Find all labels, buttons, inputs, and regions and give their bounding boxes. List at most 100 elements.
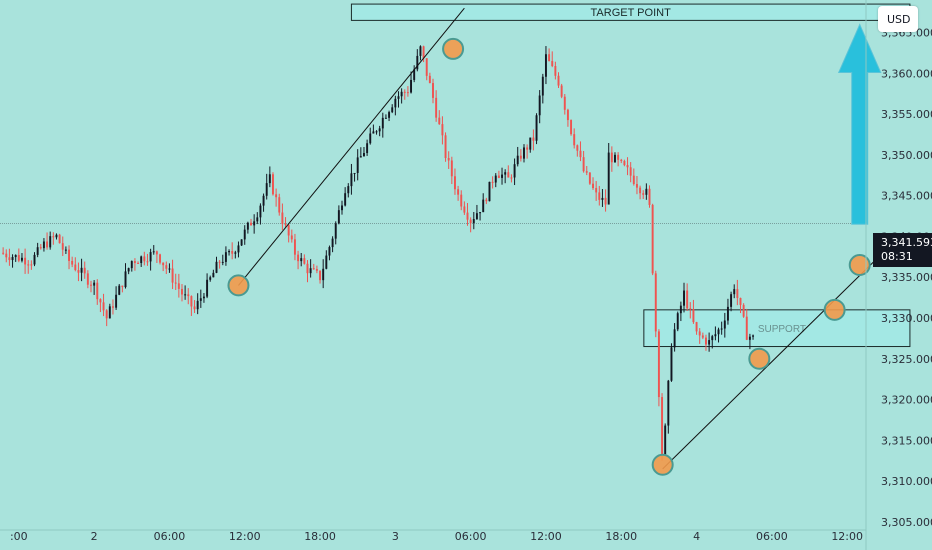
- candle-body: [739, 297, 742, 305]
- currency-button[interactable]: USD: [878, 6, 918, 32]
- candle-body: [284, 224, 287, 226]
- candle-body: [231, 251, 234, 254]
- candle-body: [127, 268, 130, 272]
- x-tick-label: 2: [91, 530, 98, 543]
- candle-body: [17, 255, 20, 261]
- candle-body: [140, 256, 143, 264]
- candle-body: [118, 285, 121, 295]
- candle-body: [312, 268, 315, 270]
- candle-body: [607, 152, 610, 205]
- x-axis[interactable]: :00 2 06:00 12:00 18:00 3 06:00 12:00 18:00 4 06:0…: [0, 529, 866, 543]
- candle-body: [450, 160, 453, 177]
- candle-body: [293, 239, 296, 255]
- candle-body: [453, 176, 456, 190]
- candle-body: [174, 282, 177, 284]
- candle-body: [334, 223, 337, 239]
- swing-marker: [848, 254, 871, 276]
- candle-body: [325, 255, 328, 269]
- candle-body: [52, 236, 55, 238]
- support-zone-label: SUPPORT: [758, 324, 806, 335]
- candle-body: [551, 61, 554, 67]
- candle-body: [752, 335, 755, 337]
- candle-body: [670, 347, 673, 381]
- candle-body: [83, 267, 86, 274]
- candle-body: [582, 157, 585, 172]
- candle-body: [544, 54, 547, 77]
- swing-marker: [748, 347, 771, 370]
- x-tick-label: 4: [693, 530, 700, 543]
- candle-body: [548, 54, 551, 62]
- candle-body: [237, 245, 240, 253]
- candle-body: [99, 299, 102, 303]
- candle-body: [642, 193, 645, 195]
- zones-layer: TARGET POINT SUPPORT: [350, 3, 911, 348]
- candle-body: [479, 212, 482, 214]
- swing-marker: [442, 37, 465, 60]
- candle-body: [397, 96, 400, 99]
- candle-body: [115, 294, 118, 308]
- candle-body: [187, 294, 190, 297]
- candle-body: [55, 234, 58, 238]
- y-tick-label: 3,305.000: [881, 516, 932, 529]
- candle-body: [667, 380, 670, 426]
- candle-body: [240, 239, 243, 246]
- candle-body: [246, 222, 249, 230]
- candle-body: [494, 175, 497, 183]
- candle-body: [36, 247, 39, 255]
- candle-body: [717, 329, 720, 335]
- candle-body: [535, 115, 538, 141]
- y-tick-label: 3,325.000: [881, 353, 932, 366]
- candle-body: [221, 261, 224, 263]
- x-tick-label: 12:00: [530, 530, 562, 543]
- y-tick-label: 3,355.000: [881, 108, 932, 121]
- candle-body: [438, 117, 441, 125]
- candle-body: [143, 256, 146, 262]
- candle-body: [592, 183, 594, 189]
- candle-body: [513, 164, 516, 178]
- candle-body: [250, 222, 252, 226]
- swing-marker: [651, 453, 674, 476]
- candle-body: [27, 264, 30, 266]
- candle-body: [648, 188, 651, 205]
- candle-body: [275, 194, 278, 198]
- candle-body: [30, 264, 33, 266]
- candle-body: [657, 331, 660, 398]
- candle-body: [328, 247, 331, 256]
- candle-body: [162, 262, 165, 266]
- y-tick-label: 3,310.000: [881, 475, 932, 488]
- candle-body: [416, 55, 419, 70]
- candle-body: [730, 294, 733, 307]
- candle-body: [686, 290, 689, 309]
- candle-body: [406, 92, 409, 94]
- candle-body: [212, 272, 215, 278]
- current-price-badge: 3,341.593 08:31: [873, 233, 932, 267]
- candle-body: [366, 143, 369, 154]
- candle-body: [218, 261, 221, 263]
- candle-body: [651, 204, 654, 274]
- candle-body: [679, 305, 682, 314]
- candle-body: [620, 159, 623, 162]
- candle-body: [196, 300, 199, 310]
- candle-body: [447, 158, 450, 161]
- candle-body: [576, 145, 579, 151]
- currency-label: USD: [887, 12, 911, 26]
- candle-body: [460, 194, 463, 207]
- x-tick-label: 12:00: [831, 530, 863, 543]
- candle-body: [538, 95, 541, 116]
- candle-body: [171, 268, 174, 283]
- candle-body: [344, 193, 347, 206]
- candle-body: [432, 83, 434, 98]
- candle-body: [287, 224, 290, 236]
- candle-body: [64, 249, 67, 251]
- candle-body: [435, 97, 438, 118]
- y-tick-label: 3,335.000: [881, 271, 932, 284]
- candle-body: [111, 306, 114, 308]
- candle-body: [24, 257, 27, 265]
- y-axis[interactable]: 3,305.000 3,310.000 3,315.000 3,320.000 3,32…: [865, 0, 932, 550]
- current-price-value: 3,341.593: [881, 236, 932, 249]
- candle-body: [137, 262, 140, 264]
- candle-body: [281, 212, 284, 225]
- y-tick-label: 3,345.000: [881, 190, 932, 203]
